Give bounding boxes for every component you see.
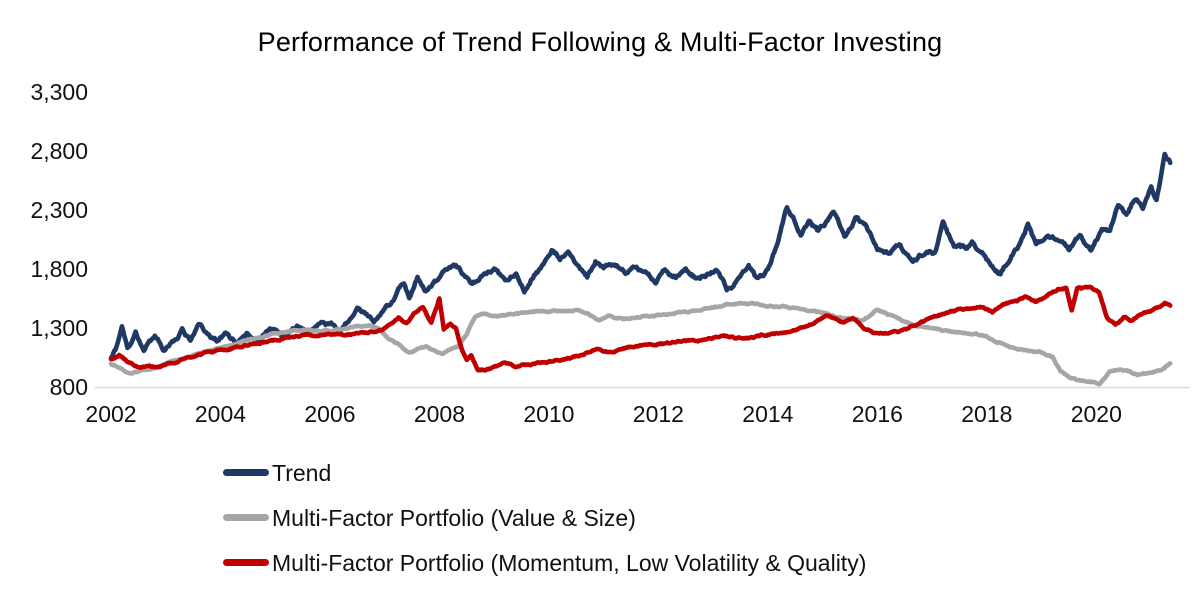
momentum-line [108,284,1173,373]
legend-item-trend: Trend [223,450,866,495]
y-axis-tick-label: 1,300 [30,315,88,341]
trend-line-swatch [223,469,269,476]
x-axis-tick-label: 2004 [194,401,247,427]
value-size-line-swatch [223,514,269,521]
legend: Trend Multi-Factor Portfolio (Value & Si… [223,450,866,585]
x-axis-tick-label: 2014 [742,401,794,427]
y-axis-tick-label: 2,800 [30,138,88,164]
trend-line [108,151,1173,361]
y-axis-tick-label: 3,300 [30,79,88,105]
legend-label-trend: Trend [272,459,332,486]
legend-label-momentum: Multi-Factor Portfolio (Momentum, Low Vo… [272,549,867,576]
y-axis-tick-label: 1,800 [30,256,88,282]
x-axis-tick-label: 2008 [413,401,466,427]
value-size-line [108,300,1173,387]
x-axis-tick-label: 2018 [961,401,1013,427]
x-axis-tick-label: 2010 [523,401,575,427]
y-axis-tick-label: 2,300 [30,197,88,223]
y-axis-tick-label: 800 [49,374,88,400]
momentum-line-swatch [223,559,269,566]
x-axis-tick-label: 2006 [304,401,356,427]
legend-item-momentum: Multi-Factor Portfolio (Momentum, Low Vo… [223,540,866,585]
x-axis-tick-label: 2012 [632,401,684,427]
x-axis-tick-label: 2016 [851,401,903,427]
legend-label-value-size: Multi-Factor Portfolio (Value & Size) [272,504,636,531]
x-axis-tick-label: 2020 [1070,401,1122,427]
legend-item-value-size: Multi-Factor Portfolio (Value & Size) [223,495,866,540]
chart-title: Performance of Trend Following & Multi-F… [257,27,943,57]
x-axis-tick-label: 2002 [85,401,137,427]
